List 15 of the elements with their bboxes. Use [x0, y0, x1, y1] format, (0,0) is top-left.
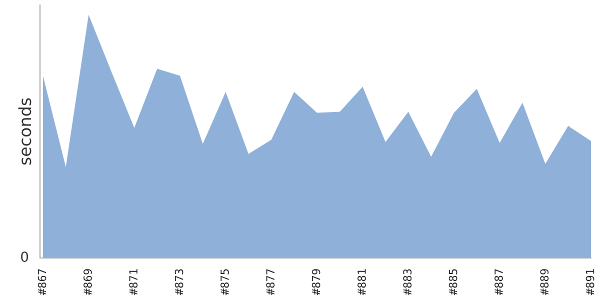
text: 0: [21, 252, 28, 262]
x-tick-label: #885: [448, 269, 458, 296]
x-tick-label: #875: [220, 269, 229, 296]
x-tick-label: #867: [38, 269, 46, 296]
x-tick-label: #891: [586, 269, 594, 296]
x-tick-label: #879: [312, 269, 320, 296]
x-tick-label: #883: [403, 269, 412, 296]
x-tick-label: #871: [129, 269, 138, 296]
x-tick-label: #889: [540, 269, 549, 296]
x-tick-label: #869: [83, 269, 92, 296]
x-tick-label: #877: [266, 269, 275, 296]
y-axis-title: seconds: [18, 98, 32, 165]
x-tick-label: #881: [358, 269, 366, 296]
x-tick-label: #873: [174, 269, 184, 296]
x-tick-label: #887: [494, 269, 503, 296]
